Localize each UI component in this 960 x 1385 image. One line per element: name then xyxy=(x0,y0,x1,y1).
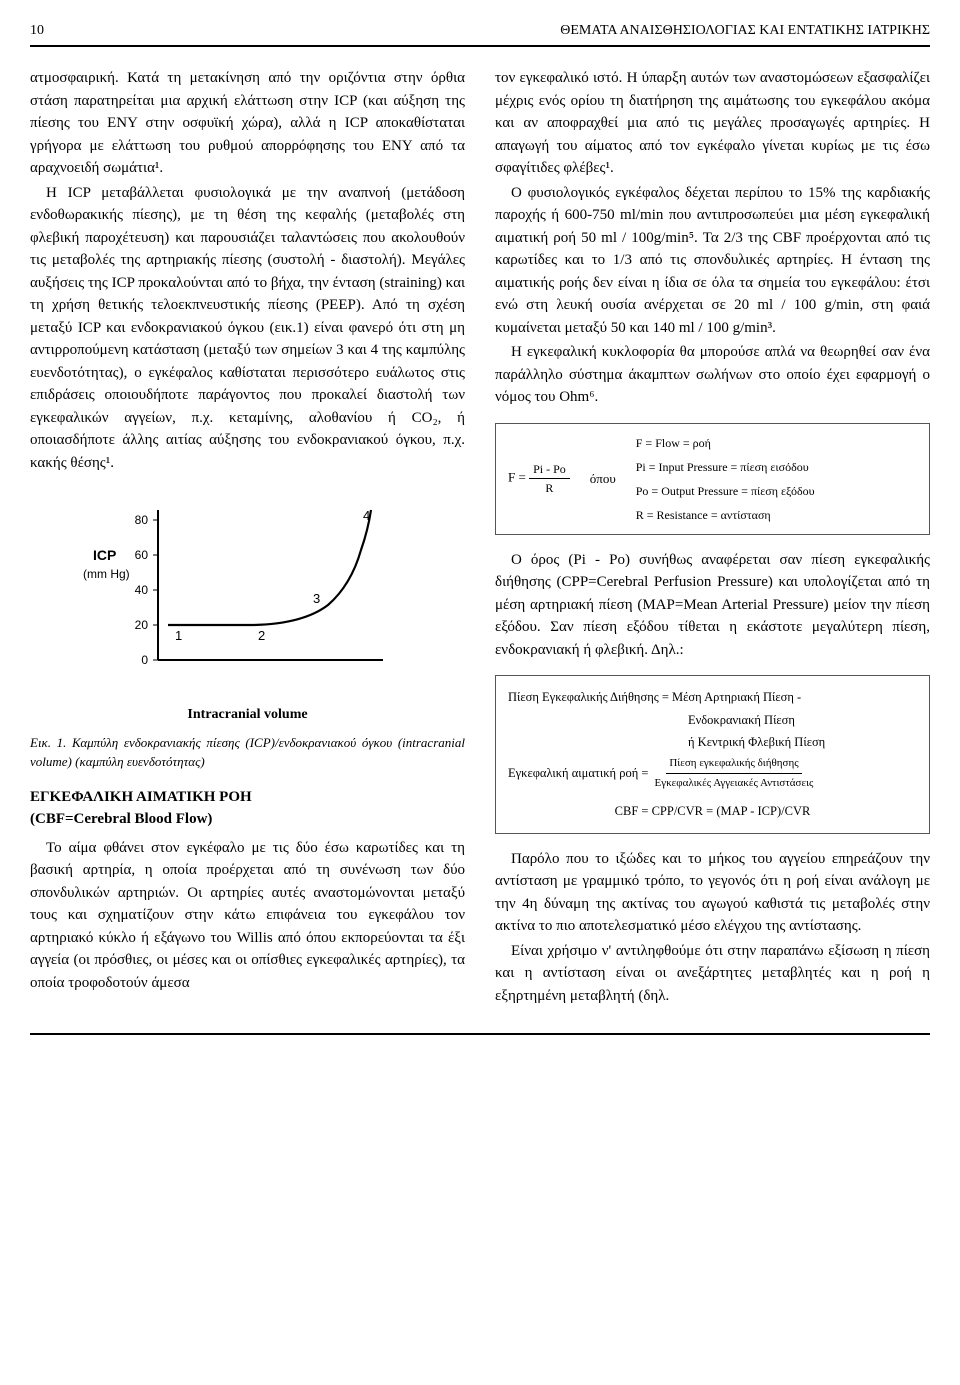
page-number: 10 xyxy=(30,20,44,41)
section-subtitle: (CBF=Cerebral Blood Flow) xyxy=(30,811,212,827)
svg-text:80: 80 xyxy=(134,513,148,527)
formula-line: Ενδοκρανιακή Πίεση xyxy=(688,709,917,732)
paragraph: ατμοσφαιρική. Κατά τη μετακίνηση από την… xyxy=(30,67,465,180)
formula-where: όπου xyxy=(590,469,616,489)
paragraph: Η ICP μεταβάλλεται φυσιολογικά με την αν… xyxy=(30,182,465,475)
formula-f: F = xyxy=(508,469,526,484)
def-line: F = Flow = ροή xyxy=(636,434,815,452)
chart-x-label: Intracranial volume xyxy=(30,704,465,725)
content-columns: ατμοσφαιρική. Κατά τη μετακίνηση από την… xyxy=(30,67,930,1009)
paragraph: τον εγκεφαλικό ιστό. Η ύπαρξη αυτών των … xyxy=(495,67,930,180)
ohm-formula-box: F = Pi - Po R όπου F = Flow = ροή Pi = I… xyxy=(495,423,930,535)
formula-line: CBF = CPP/CVR = (MAP - ICP)/CVR xyxy=(508,800,917,823)
svg-text:60: 60 xyxy=(134,548,148,562)
svg-text:4: 4 xyxy=(363,508,370,523)
svg-text:20: 20 xyxy=(134,618,148,632)
formula-line: Πίεση Εγκεφαλικής Διήθησης = Μέση Αρτηρι… xyxy=(508,686,917,709)
paragraph: Είναι χρήσιμο ν' αντιληφθούμε ότι στην π… xyxy=(495,940,930,1008)
fraction-numerator: Pi - Po xyxy=(529,460,570,479)
svg-text:0: 0 xyxy=(141,653,148,667)
svg-text:40: 40 xyxy=(134,583,148,597)
fraction: Pi - Po R xyxy=(529,460,570,497)
paragraph: Παρόλο που το ιξώδες και το μήκος του αγ… xyxy=(495,848,930,938)
section-heading: ΕΓΚΕΦΑΛΙΚΗ ΑΙΜΑΤΙΚΗ ΡΟΗ (CBF=Cerebral Bl… xyxy=(30,786,465,831)
footer-rule xyxy=(30,1033,930,1035)
figure-caption: Εικ. 1. Καμπύλη ενδοκρανιακής πίεσης (IC… xyxy=(30,733,465,772)
section-title-text: ΕΓΚΕΦΑΛΙΚΗ ΑΙΜΑΤΙΚΗ ΡΟΗ xyxy=(30,789,252,805)
svg-text:(mm Hg): (mm Hg) xyxy=(83,567,130,581)
right-column: τον εγκεφαλικό ιστό. Η ύπαρξη αυτών των … xyxy=(495,67,930,1009)
cpp-formula-box: Πίεση Εγκεφαλικής Διήθησης = Μέση Αρτηρι… xyxy=(495,675,930,834)
svg-text:ICP: ICP xyxy=(93,547,116,563)
formula-definitions: F = Flow = ροή Pi = Input Pressure = πίε… xyxy=(636,434,815,524)
paragraph: Το αίμα φθάνει στον εγκέφαλο με τις δύο … xyxy=(30,837,465,995)
def-line: Pi = Input Pressure = πίεση εισόδου xyxy=(636,458,815,476)
def-line: Po = Output Pressure = πίεση εξόδου xyxy=(636,482,815,500)
page-header: 10 ΘΕΜΑΤΑ ΑΝΑΙΣΘΗΣΙΟΛΟΓΙΑΣ ΚΑΙ ΕΝΤΑΤΙΚΗΣ… xyxy=(30,20,930,47)
formula-line: Εγκεφαλική αιματική ροή = Πίεση εγκεφαλι… xyxy=(508,754,917,795)
paragraph: Η εγκεφαλική κυκλοφορία θα μπορούσε απλά… xyxy=(495,341,930,409)
chart-svg: 0 20 40 60 80 ICP (mm Hg) 1 xyxy=(83,490,413,690)
formula-line: ή Κεντρική Φλεβική Πίεση xyxy=(688,731,917,754)
formula-lhs: F = Pi - Po R xyxy=(508,460,570,497)
svg-text:2: 2 xyxy=(258,628,265,643)
fraction-numerator: Πίεση εγκεφαλικής διήθησης xyxy=(666,754,801,775)
paragraph: Ο φυσιολογικός εγκέφαλος δέχεται περίπου… xyxy=(495,182,930,340)
def-line: R = Resistance = αντίσταση xyxy=(636,506,815,524)
formula-lhs: Εγκεφαλική αιματική ροή = xyxy=(508,766,648,780)
fraction: Πίεση εγκεφαλικής διήθησης Εγκεφαλικές Α… xyxy=(652,754,817,795)
journal-title: ΘΕΜΑΤΑ ΑΝΑΙΣΘΗΣΙΟΛΟΓΙΑΣ ΚΑΙ ΕΝΤΑΤΙΚΗΣ ΙΑ… xyxy=(560,20,930,41)
fraction-denominator: Εγκεφαλικές Αγγειακές Αντιστάσεις xyxy=(652,774,817,794)
svg-text:3: 3 xyxy=(313,591,320,606)
icp-chart: 0 20 40 60 80 ICP (mm Hg) 1 xyxy=(30,490,465,725)
left-column: ατμοσφαιρική. Κατά τη μετακίνηση από την… xyxy=(30,67,465,1009)
svg-text:1: 1 xyxy=(175,628,182,643)
paragraph: Ο όρος (Pi - Po) συνήθως αναφέρεται σαν … xyxy=(495,549,930,662)
fraction-denominator: R xyxy=(541,479,557,497)
